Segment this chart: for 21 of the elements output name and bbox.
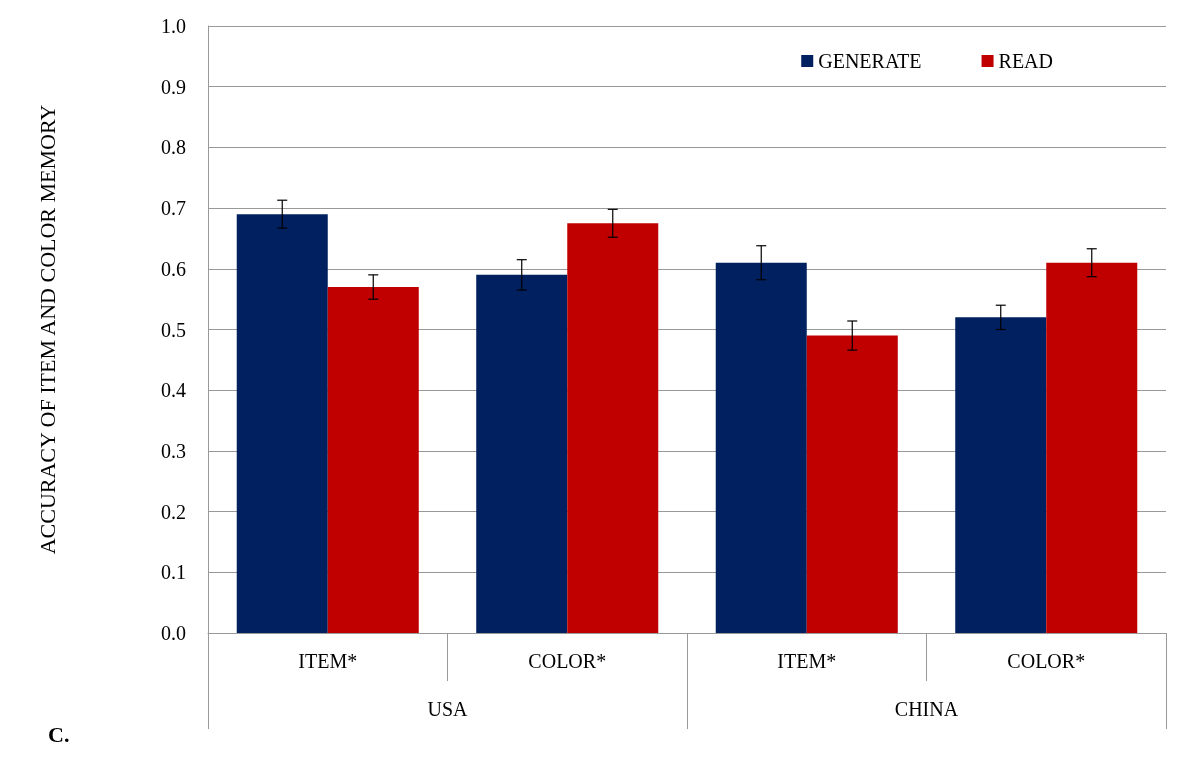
x-tick-label: COLOR*: [1007, 650, 1086, 672]
y-tick-label: 1.0: [161, 15, 186, 37]
y-tick-label: 0.9: [161, 75, 186, 98]
y-tick-label: 0.6: [161, 257, 186, 280]
y-tick-label: 0.1: [161, 561, 186, 584]
x-tick-label: COLOR*: [528, 650, 607, 672]
text: C.: [48, 721, 70, 747]
legend-label: READ: [998, 50, 1054, 72]
y-tick-label: 0.5: [161, 318, 186, 341]
legend-label: GENERATE: [818, 50, 922, 72]
y-axis-title: ACCURACY OF ITEM AND COLOR MEMORY: [34, 104, 60, 555]
y-tick-label: 0.4: [161, 379, 186, 402]
text: USA: [427, 698, 469, 720]
x-tick-label: ITEM*: [298, 650, 358, 672]
y-tick-label: 0.2: [161, 500, 186, 523]
y-tick-label: 0.8: [161, 136, 186, 159]
y-tick-label: 0.0: [161, 622, 186, 644]
x-tick-label: ITEM*: [777, 650, 837, 672]
y-tick-label: 0.7: [161, 197, 186, 220]
text: CHINA: [894, 698, 959, 720]
y-tick-label: 0.3: [161, 439, 186, 462]
